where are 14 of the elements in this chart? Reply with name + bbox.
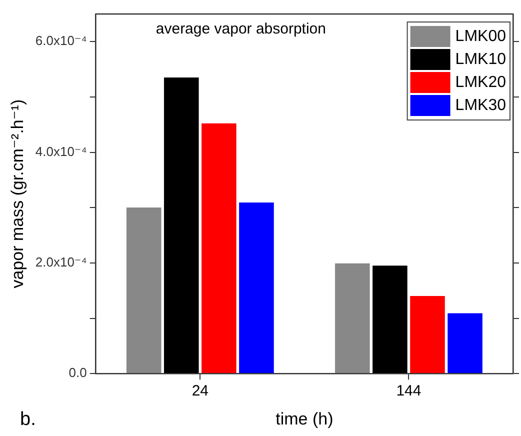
x-axis-title: time (h): [276, 409, 334, 428]
x-tick-label: 24: [192, 382, 209, 400]
y-tick-label: 6.0x10⁻⁴: [35, 33, 87, 48]
text: average vapor absorption: [156, 20, 326, 38]
y-tick-label: 0.0: [68, 365, 87, 380]
text: b.: [20, 409, 36, 430]
legend-label: LMK00: [455, 28, 506, 45]
x-tick-label: 144: [396, 382, 422, 400]
legend-label: LMK20: [455, 74, 506, 91]
y-axis-title: vapor mass (gr.cm⁻².h⁻¹): [8, 99, 27, 288]
legend-label: LMK10: [455, 50, 506, 68]
legend-label: LMK30: [455, 96, 506, 114]
y-tick-label: 2.0x10⁻⁴: [35, 254, 87, 270]
y-tick-label: 4.0x10⁻⁴: [35, 144, 87, 159]
